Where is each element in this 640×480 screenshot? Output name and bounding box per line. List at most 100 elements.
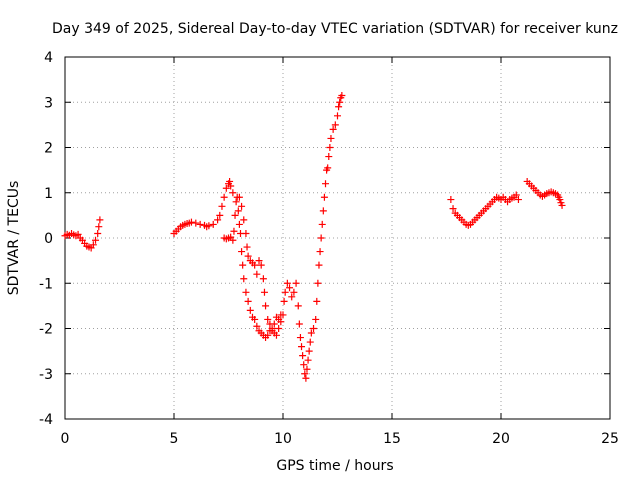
data-point	[266, 320, 274, 328]
data-point	[294, 302, 302, 310]
x-tick-labels: 0 5 10 15 20 25	[61, 431, 619, 447]
y-tick-label: -1	[39, 276, 53, 292]
data-point	[336, 98, 344, 106]
data-point	[334, 112, 341, 120]
y-tick-labels: 4 3 2 1 0 -1 -2 -3 -4	[39, 50, 53, 428]
data-point	[295, 320, 303, 328]
data-point	[232, 198, 240, 206]
data-point	[218, 202, 226, 210]
data-point	[255, 257, 263, 265]
data-point	[243, 243, 251, 251]
data-point	[222, 184, 230, 192]
data-point	[304, 356, 312, 364]
data-point	[251, 261, 259, 269]
data-point	[95, 223, 103, 231]
data-point	[310, 325, 318, 332]
data-point	[214, 216, 222, 224]
data-point	[279, 311, 287, 319]
data-point	[242, 229, 250, 237]
data-point	[272, 331, 280, 339]
y-tick-label: 2	[44, 141, 53, 157]
data-point	[238, 248, 246, 256]
data-point	[209, 220, 217, 228]
data-point	[283, 279, 291, 287]
y-tick-label: 3	[44, 95, 53, 111]
data-point	[320, 193, 328, 201]
data-point	[329, 125, 337, 133]
data-point	[216, 211, 224, 219]
y-tick-label: 0	[44, 231, 53, 247]
data-point	[94, 229, 102, 237]
data-point	[239, 261, 247, 269]
data-point	[305, 347, 313, 355]
data-point	[338, 91, 346, 99]
data-point	[244, 252, 252, 260]
data-point	[246, 306, 254, 314]
data-point	[192, 219, 200, 227]
data-point	[307, 329, 315, 337]
x-tick-label: 10	[274, 431, 292, 447]
data-point	[447, 196, 455, 204]
y-tick-label: -3	[39, 367, 53, 383]
x-tick-label: 15	[383, 431, 401, 447]
data-point	[259, 275, 267, 283]
y-tick-label: -2	[39, 322, 53, 338]
data-point	[275, 325, 283, 332]
data-point	[298, 343, 306, 351]
data-point	[89, 241, 97, 249]
data-point	[242, 288, 250, 296]
y-axis-label: SDTVAR / TECUs	[6, 181, 22, 296]
data-point	[313, 297, 321, 305]
grid	[65, 57, 610, 419]
data-point	[299, 352, 307, 360]
data-point	[303, 365, 311, 373]
data-point	[322, 180, 330, 188]
data-point	[96, 216, 104, 224]
data-point	[260, 288, 268, 296]
data-point	[556, 196, 564, 204]
data-point	[257, 261, 265, 269]
data-point	[290, 288, 298, 296]
data-point	[327, 134, 335, 142]
data-point	[316, 248, 324, 256]
data-point	[231, 211, 239, 219]
data-point	[326, 144, 334, 151]
data-point	[558, 201, 566, 209]
chart-title: Day 349 of 2025, Sidereal Day-to-day VTE…	[52, 21, 618, 37]
data-point	[74, 230, 82, 238]
y-tick-label: 1	[44, 186, 53, 202]
data-point	[325, 153, 333, 161]
data-point	[229, 189, 237, 197]
data-point	[226, 177, 234, 185]
data-point	[227, 182, 235, 190]
y-tick-label: -4	[39, 412, 53, 428]
data-point	[251, 315, 259, 323]
y-tick-label: 4	[44, 50, 53, 66]
data-point	[264, 315, 272, 323]
data-point	[449, 205, 457, 213]
data-point	[235, 220, 243, 228]
data-point	[244, 297, 252, 305]
data-point	[238, 202, 246, 210]
data-point	[235, 193, 243, 201]
data-point	[317, 234, 325, 242]
data-point	[230, 227, 238, 235]
data-point	[234, 207, 242, 215]
axis-ticks	[64, 56, 611, 420]
data-point	[253, 322, 261, 330]
data-point	[335, 103, 343, 111]
x-tick-label: 0	[61, 431, 70, 447]
data-point	[286, 284, 294, 292]
data-point	[280, 297, 288, 305]
x-tick-label: 25	[601, 431, 619, 447]
data-point	[512, 191, 520, 199]
data-point	[288, 293, 296, 301]
data-point	[331, 121, 339, 129]
data-point	[264, 331, 272, 339]
data-point	[314, 279, 322, 287]
data-point	[220, 193, 228, 201]
data-point	[324, 164, 332, 172]
data-point	[302, 374, 310, 382]
data-point	[292, 279, 300, 287]
